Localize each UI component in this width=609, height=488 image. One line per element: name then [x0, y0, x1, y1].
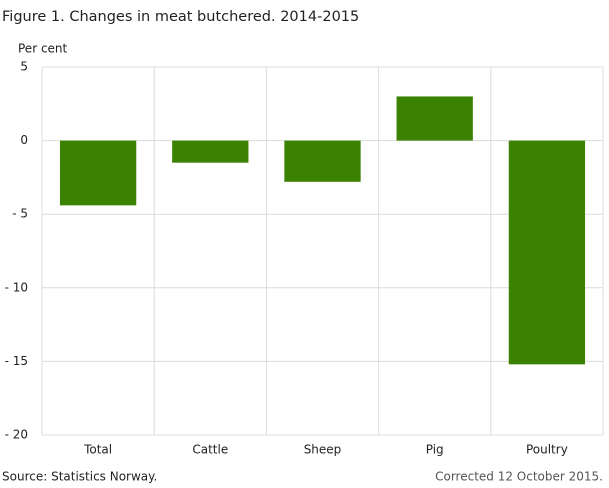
y-tick-label: 0 [20, 133, 28, 147]
y-axis-label: Per cent [18, 42, 68, 56]
y-tick-label: 5 [20, 60, 28, 74]
x-tick-label: Poultry [526, 443, 568, 457]
x-tick-label: Pig [426, 443, 444, 457]
y-tick-label: - 5 [12, 207, 28, 221]
note: Corrected 12 October 2015. [435, 470, 603, 484]
bar [284, 140, 361, 182]
bar [508, 140, 586, 365]
y-tick-label: - 15 [5, 354, 28, 368]
bar [396, 96, 473, 141]
source: Source: Statistics Norway. [2, 470, 157, 484]
x-tick-label: Cattle [192, 443, 228, 457]
bar [59, 140, 137, 206]
chart-title: Figure 1. Changes in meat butchered. 201… [2, 9, 359, 25]
y-tick-label: - 10 [5, 280, 28, 294]
x-tick-label: Sheep [304, 443, 342, 457]
x-tick-label: Total [83, 443, 112, 457]
bar [172, 140, 249, 163]
y-tick-label: - 20 [5, 428, 28, 442]
